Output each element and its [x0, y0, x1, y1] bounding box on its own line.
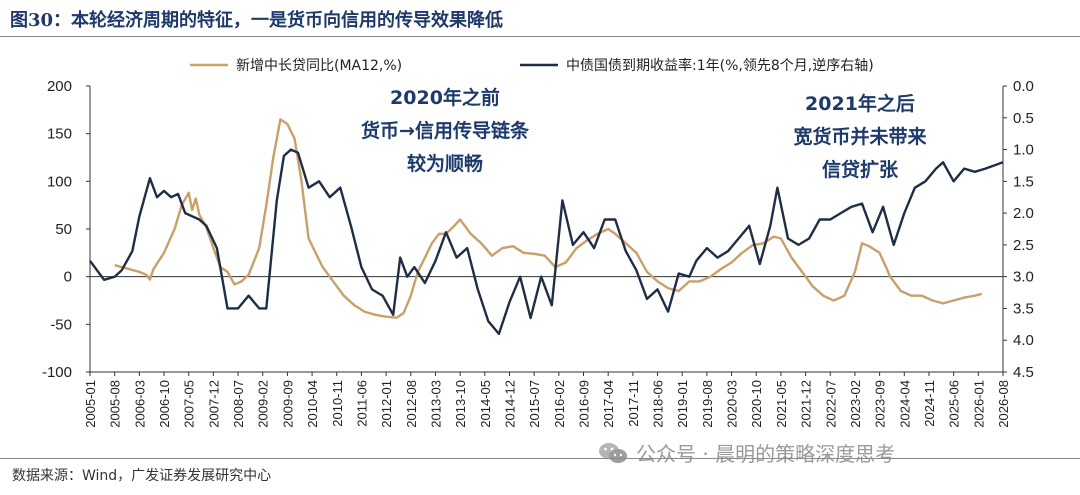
left-tick-label: 100: [47, 173, 72, 190]
right-tick-label: 3.5: [1013, 300, 1034, 317]
wechat-icon: [599, 442, 627, 463]
left-tick-label: 0: [64, 269, 72, 286]
annotation-line: 2020年之前: [390, 86, 500, 109]
x-tick-label: 2020-03: [725, 380, 740, 428]
x-tick-label: 2026-08: [996, 380, 1011, 428]
x-tick-label: 2005-08: [108, 380, 123, 428]
x-tick-label: 2017-11: [626, 380, 641, 427]
x-tick-label: 2009-02: [256, 380, 271, 428]
dual-axis-line-chart: 新增中长贷同比(MA12,%) 中债国债到期收益率:1年(%,领先8个月,逆序右轴…: [42, 57, 1034, 428]
x-tick-label: 2008-07: [231, 380, 246, 428]
watermark: 公众号 · 晨明的策略深度思考: [598, 438, 895, 467]
x-tick-label: 2011-06: [354, 380, 369, 427]
x-tick-label: 2015-07: [527, 380, 542, 428]
x-tick-label: 2005-01: [83, 380, 98, 428]
x-tick-label: 2009-09: [280, 380, 295, 428]
right-tick-label: 3.0: [1013, 269, 1034, 286]
x-tick-label: 2025-06: [947, 380, 962, 428]
right-tick-label: 2.0: [1013, 205, 1034, 222]
x-tick-label: 2007-05: [182, 380, 197, 428]
right-tick-label: 4.5: [1013, 364, 1034, 381]
watermark-text: 公众号 · 晨明的策略深度思考: [636, 442, 896, 466]
x-tick-label: 2013-03: [428, 380, 443, 428]
x-tick-label: 2020-10: [749, 380, 764, 428]
legend-label: 中债国债到期收益率:1年(%,领先8个月,逆序右轴): [566, 57, 874, 74]
chart-legend: 新增中长贷同比(MA12,%) 中债国债到期收益率:1年(%,领先8个月,逆序右轴…: [190, 57, 874, 74]
annotation-line: 货币→信用传导链条: [361, 119, 530, 142]
x-tick-label: 2010-04: [305, 380, 320, 428]
left-tick-label: 50: [55, 221, 72, 238]
bond-yield-line: [89, 148, 1004, 336]
right-tick-label: 1.5: [1013, 173, 1034, 190]
source-note: 数据来源：Wind，广发证券发展研究中心: [12, 468, 272, 484]
annotation-line: 2021年之后: [805, 92, 915, 115]
chart-axes: -100 -50 0 50 100 150 200 0.0 0.5 1.0 1.5 2.0 2.5 3.0…: [42, 78, 1034, 428]
annotation-line: 信贷扩张: [822, 158, 899, 181]
loan-growth-line: [114, 118, 983, 319]
x-tick-label: 2016-09: [577, 380, 592, 428]
footer-divider: [0, 458, 1080, 459]
x-tick-label: 2023-09: [873, 380, 888, 428]
x-tick-label: 2006-03: [132, 380, 147, 428]
left-tick-label: 200: [47, 78, 72, 95]
x-tick-label: 2023-02: [848, 380, 863, 428]
x-tick-label: 2018-06: [651, 380, 666, 428]
right-tick-label: 1.0: [1013, 142, 1034, 159]
x-tick-label: 2012-08: [404, 380, 419, 428]
x-tick-label: 2017-04: [601, 380, 616, 428]
right-tick-label: 2.5: [1013, 237, 1034, 254]
x-tick-label: 2006-10: [157, 380, 172, 428]
x-tick-label: 2021-05: [774, 380, 789, 428]
x-tick-label: 2013-10: [453, 380, 468, 428]
right-tick-label: 0.5: [1013, 110, 1034, 127]
chart-series: [89, 118, 1004, 336]
annotation-line: 较为顺畅: [407, 152, 483, 175]
x-tick-label: 2012-01: [379, 380, 394, 428]
x-tick-label: 2019-01: [675, 380, 690, 428]
x-tick-label: 2022-07: [823, 380, 838, 428]
annotation-line: 宽货币并未带来: [793, 125, 926, 148]
x-tick-label: 2007-12: [206, 380, 221, 428]
x-tick-label: 2021-12: [799, 380, 814, 428]
x-tick-label: 2014-12: [502, 380, 517, 428]
right-tick-label: 0.0: [1013, 78, 1034, 95]
x-tick-label: 2024-04: [897, 380, 912, 428]
x-tick-label: 2024-11: [922, 380, 937, 427]
title-divider: [0, 36, 1080, 37]
left-tick-label: 150: [47, 126, 72, 143]
x-tick-label: 2026-01: [971, 380, 986, 428]
x-tick-label: 2016-02: [552, 380, 567, 428]
x-tick-label: 2014-05: [478, 380, 493, 428]
legend-label: 新增中长贷同比(MA12,%): [236, 58, 402, 74]
x-tick-label: 2019-08: [700, 380, 715, 428]
figure-title: 图30：本轮经济周期的特征，一是货币向信用的传导效果降低: [10, 10, 504, 31]
left-tick-label: -100: [42, 364, 72, 381]
x-tick-label: 2010-11: [330, 380, 345, 427]
right-tick-label: 4.0: [1013, 332, 1034, 349]
left-tick-label: -50: [50, 316, 72, 333]
